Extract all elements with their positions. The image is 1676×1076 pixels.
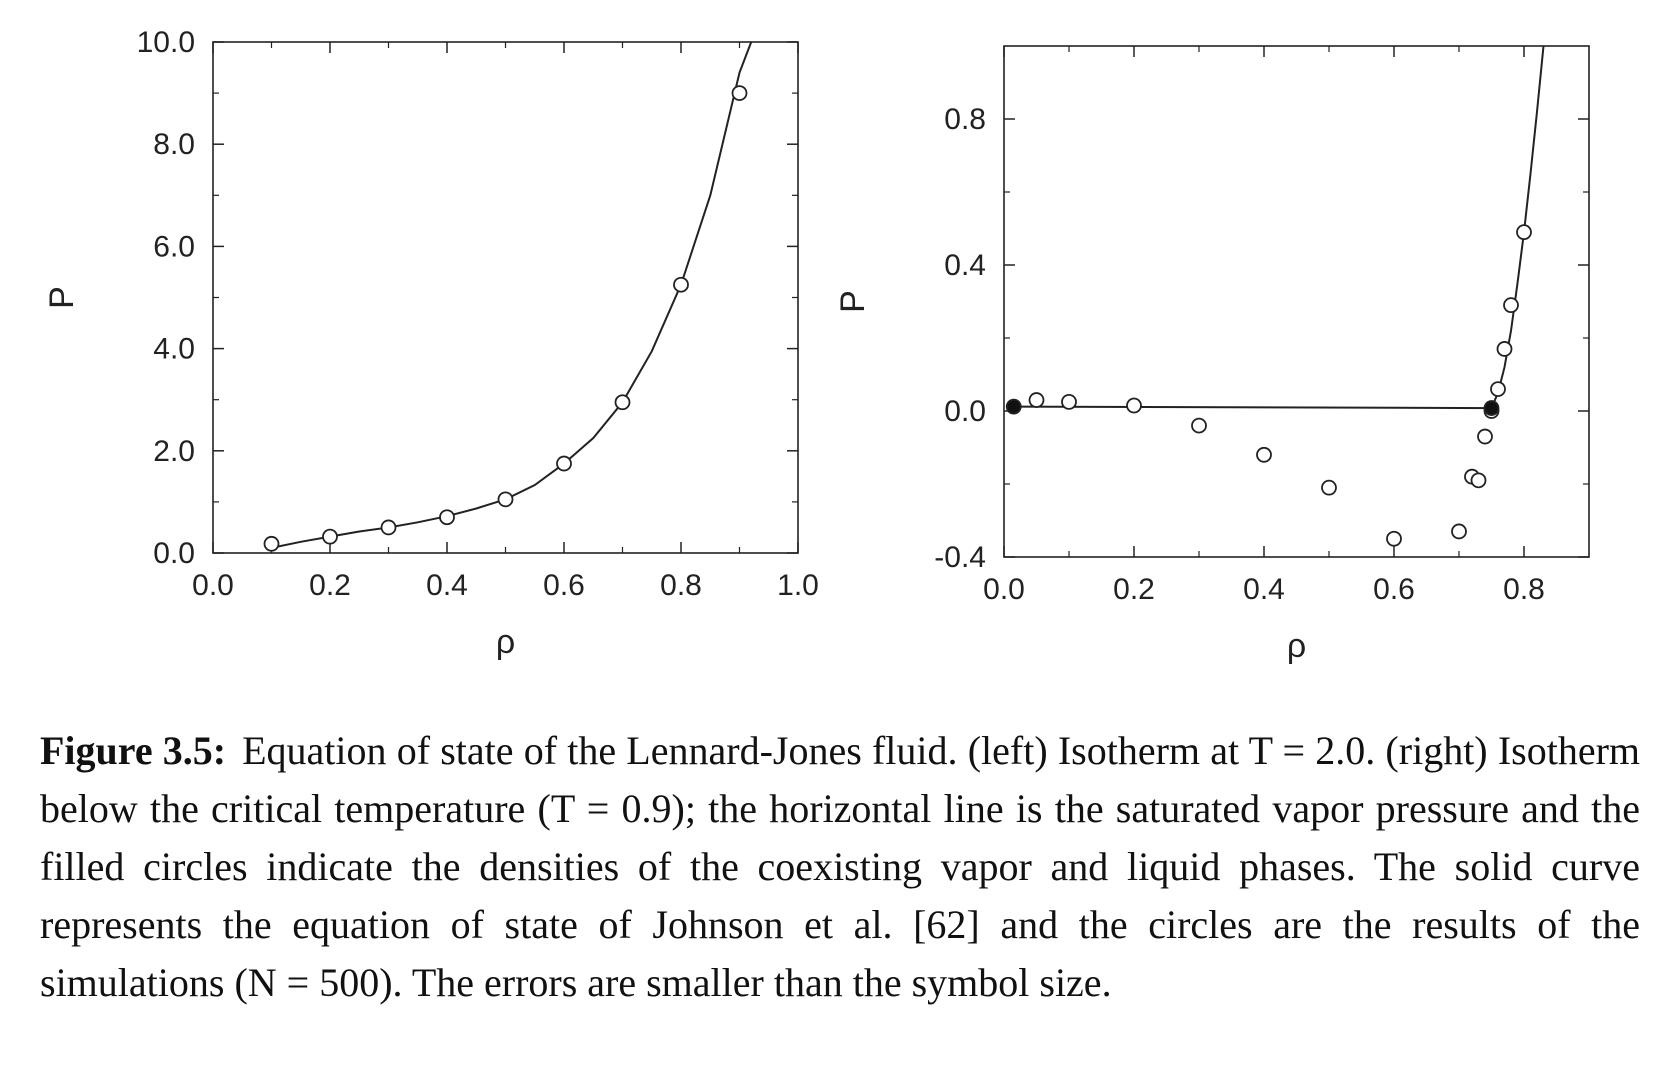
y-axis-title: P [43, 286, 81, 309]
left-isotherm-panel: 0.0 0.2 0.4 0.6 0.8 1.0 0.0 2.0 4.0 6.0 8.0 10.0 ρ P [43, 26, 819, 661]
open-circle-point [1516, 224, 1532, 241]
open-circle-point [556, 455, 572, 472]
x-tick-label: 0.2 [309, 569, 351, 602]
filled-circle-point [1483, 400, 1500, 416]
y-tick-label: 0.0 [153, 537, 195, 570]
plot-frame [212, 41, 799, 554]
open-circle-point [1490, 381, 1506, 398]
y-tick-label: 0.0 [944, 395, 986, 428]
open-circle-point [1061, 393, 1077, 410]
x-axis-title: ρ [1287, 627, 1306, 665]
y-axis-title: P [834, 290, 872, 313]
y-tick-label: 0.4 [944, 249, 986, 282]
x-tick-label: 1.0 [777, 569, 819, 602]
filled-circle-point [1005, 398, 1022, 415]
open-circle-point [380, 519, 397, 536]
open-circle-point [731, 85, 748, 101]
right-isotherm-panel: 0.0 0.2 0.4 0.6 0.8-0.40.00.40.8ρP [834, 45, 1590, 665]
x-tick-label: 0.8 [1503, 573, 1545, 606]
series-line [271, 41, 753, 549]
y-tick-label: 2.0 [153, 435, 195, 468]
x-tick-label: 0.6 [543, 569, 585, 602]
x-tick-label: 0.6 [1373, 573, 1415, 606]
open-circle-point [1503, 297, 1519, 314]
open-circle-point [322, 528, 338, 545]
series-line [1013, 405, 1492, 410]
open-circle-point [1496, 341, 1513, 357]
open-circle-point [263, 535, 280, 552]
x-tick-label: 0.2 [1113, 573, 1155, 606]
x-tick-label: 0.4 [426, 569, 468, 602]
y-tick-label: 6.0 [153, 230, 195, 263]
open-circle-point [1451, 523, 1467, 540]
figure-caption: Figure 3.5: Equation of state of the Lenn… [40, 722, 1640, 1012]
y-tick-label: 10.0 [137, 26, 195, 59]
open-circle-point [439, 509, 455, 526]
x-tick-label: 0.4 [1243, 573, 1285, 606]
plot-frame [1003, 45, 1590, 558]
y-tick-label: 0.8 [944, 103, 986, 136]
open-circle-point [614, 394, 631, 411]
x-axis-title: ρ [496, 623, 515, 661]
open-circle-point [1028, 392, 1045, 408]
open-circle-point [1470, 472, 1487, 489]
open-circle-point [673, 276, 689, 293]
open-circle-point [1477, 428, 1493, 445]
open-circle-point [1321, 479, 1337, 496]
open-circle-point [497, 491, 514, 508]
open-circle-point [1126, 397, 1142, 414]
y-tick-label: 4.0 [153, 333, 195, 366]
open-circle-point [1256, 446, 1272, 463]
open-circle-point [1386, 530, 1402, 547]
figure: 0.0 0.2 0.4 0.6 0.8 1.00.02.04.06.08.010.0ρP … [43, 26, 1590, 665]
open-circle-point [1191, 417, 1207, 434]
x-tick-label: 0.0 [983, 573, 1025, 606]
caption-label: Figure 3.5: [40, 728, 227, 773]
x-tick-label: 0.0 [192, 569, 234, 602]
x-tick-label: 0.8 [660, 569, 702, 602]
y-tick-label: -0.4 [934, 541, 986, 574]
y-tick-label: 8.0 [153, 128, 195, 161]
caption-text: Equation of state of the Lennard-Jones f… [40, 728, 1641, 1005]
